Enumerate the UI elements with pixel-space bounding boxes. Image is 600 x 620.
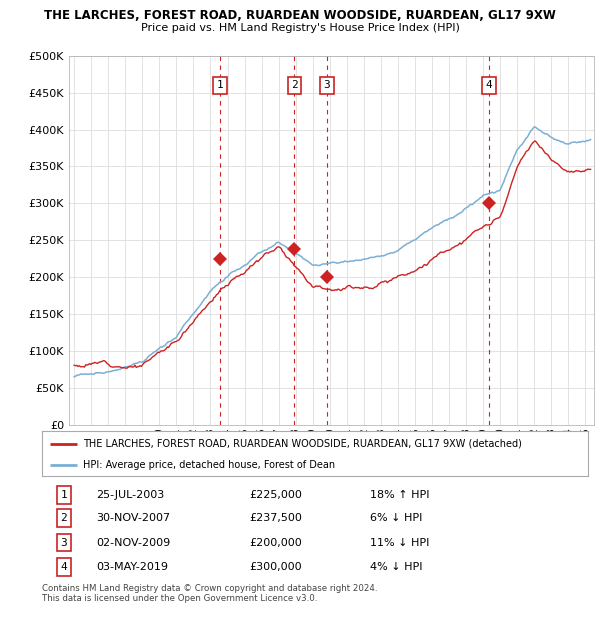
Text: 30-NOV-2007: 30-NOV-2007 <box>97 513 171 523</box>
Text: 6% ↓ HPI: 6% ↓ HPI <box>370 513 422 523</box>
Text: £237,500: £237,500 <box>250 513 302 523</box>
Text: 1: 1 <box>61 490 67 500</box>
Text: 2: 2 <box>61 513 67 523</box>
Text: Contains HM Land Registry data © Crown copyright and database right 2024.
This d: Contains HM Land Registry data © Crown c… <box>42 584 377 603</box>
Text: 3: 3 <box>61 538 67 547</box>
Text: £300,000: £300,000 <box>250 562 302 572</box>
Text: 4% ↓ HPI: 4% ↓ HPI <box>370 562 422 572</box>
Text: 18% ↑ HPI: 18% ↑ HPI <box>370 490 429 500</box>
Text: 2: 2 <box>291 81 298 91</box>
Text: 1: 1 <box>217 81 223 91</box>
Text: 3: 3 <box>323 81 331 91</box>
Text: Price paid vs. HM Land Registry's House Price Index (HPI): Price paid vs. HM Land Registry's House … <box>140 23 460 33</box>
Text: HPI: Average price, detached house, Forest of Dean: HPI: Average price, detached house, Fore… <box>83 460 335 470</box>
Text: THE LARCHES, FOREST ROAD, RUARDEAN WOODSIDE, RUARDEAN, GL17 9XW: THE LARCHES, FOREST ROAD, RUARDEAN WOODS… <box>44 9 556 22</box>
Text: £225,000: £225,000 <box>250 490 302 500</box>
Text: £200,000: £200,000 <box>250 538 302 547</box>
Text: 03-MAY-2019: 03-MAY-2019 <box>97 562 169 572</box>
Text: 02-NOV-2009: 02-NOV-2009 <box>97 538 171 547</box>
Text: 4: 4 <box>61 562 67 572</box>
Text: 25-JUL-2003: 25-JUL-2003 <box>97 490 165 500</box>
Text: 4: 4 <box>485 81 493 91</box>
Text: THE LARCHES, FOREST ROAD, RUARDEAN WOODSIDE, RUARDEAN, GL17 9XW (detached): THE LARCHES, FOREST ROAD, RUARDEAN WOODS… <box>83 438 522 449</box>
Text: 11% ↓ HPI: 11% ↓ HPI <box>370 538 429 547</box>
